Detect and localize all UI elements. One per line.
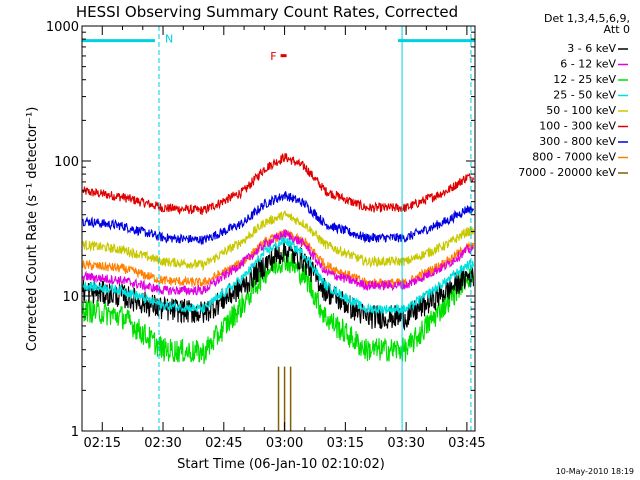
y-tick-label: 100	[54, 155, 79, 170]
legend-entry-label: 800 - 7000 keV	[532, 151, 616, 164]
series-line	[82, 153, 475, 216]
series-line	[82, 191, 475, 245]
series-line	[82, 238, 475, 331]
legend-entry-label: 7000 - 20000 keV	[518, 166, 616, 179]
x-tick-label: 03:45	[448, 436, 485, 451]
legend-entry-label: 50 - 100 keV	[546, 104, 616, 117]
legend-header: Det 1,3,4,5,6,9,	[544, 12, 630, 25]
footer-date: 10-May-2010 18:19	[556, 467, 634, 476]
y-axis-label: Corrected Count Rate (s⁻¹ detector⁻¹)	[25, 107, 40, 352]
series-line	[82, 229, 474, 296]
series-line	[82, 210, 475, 271]
night-label: N	[165, 33, 173, 46]
x-tick-label: 03:00	[266, 436, 303, 451]
x-tick-label: 02:45	[205, 436, 242, 451]
plot-frame	[81, 25, 476, 432]
x-tick-label: 02:30	[144, 436, 181, 451]
y-tick-label: 1	[71, 425, 79, 440]
axes-group: 1 10 100 1000 02:15 02:30 02:45 03:00 03:15 03:30…	[46, 20, 486, 451]
legend-entry-label: 3 - 6 keV	[567, 42, 616, 55]
x-tick-label: 03:30	[387, 436, 424, 451]
x-axis-label: Start Time (06-Jan-10 02:10:02)	[177, 457, 385, 472]
legend-header: Att 0	[604, 23, 630, 36]
series-line	[82, 236, 475, 316]
legend-entry-label: 12 - 25 keV	[553, 73, 616, 86]
legend: Det 1,3,4,5,6,9,Att 0 3 - 6 keV 6 - 12 keV…	[518, 12, 630, 179]
legend-entry-label: 300 - 800 keV	[539, 135, 616, 148]
flare-mark	[280, 54, 287, 58]
series-group	[82, 153, 475, 431]
annotation-group: NF	[82, 26, 475, 431]
legend-entry-label: 6 - 12 keV	[560, 58, 616, 71]
flare-label: F	[270, 50, 276, 63]
x-tick-label: 02:15	[84, 436, 121, 451]
y-tick-label: 1000	[46, 20, 79, 35]
y-tick-label: 10	[62, 290, 79, 305]
legend-entry-label: 100 - 300 keV	[539, 120, 616, 133]
chart-title: HESSI Observing Summary Count Rates, Cor…	[76, 3, 458, 21]
series-line	[82, 249, 475, 365]
legend-entry-label: 25 - 50 keV	[553, 89, 616, 102]
x-tick-label: 03:15	[327, 436, 364, 451]
